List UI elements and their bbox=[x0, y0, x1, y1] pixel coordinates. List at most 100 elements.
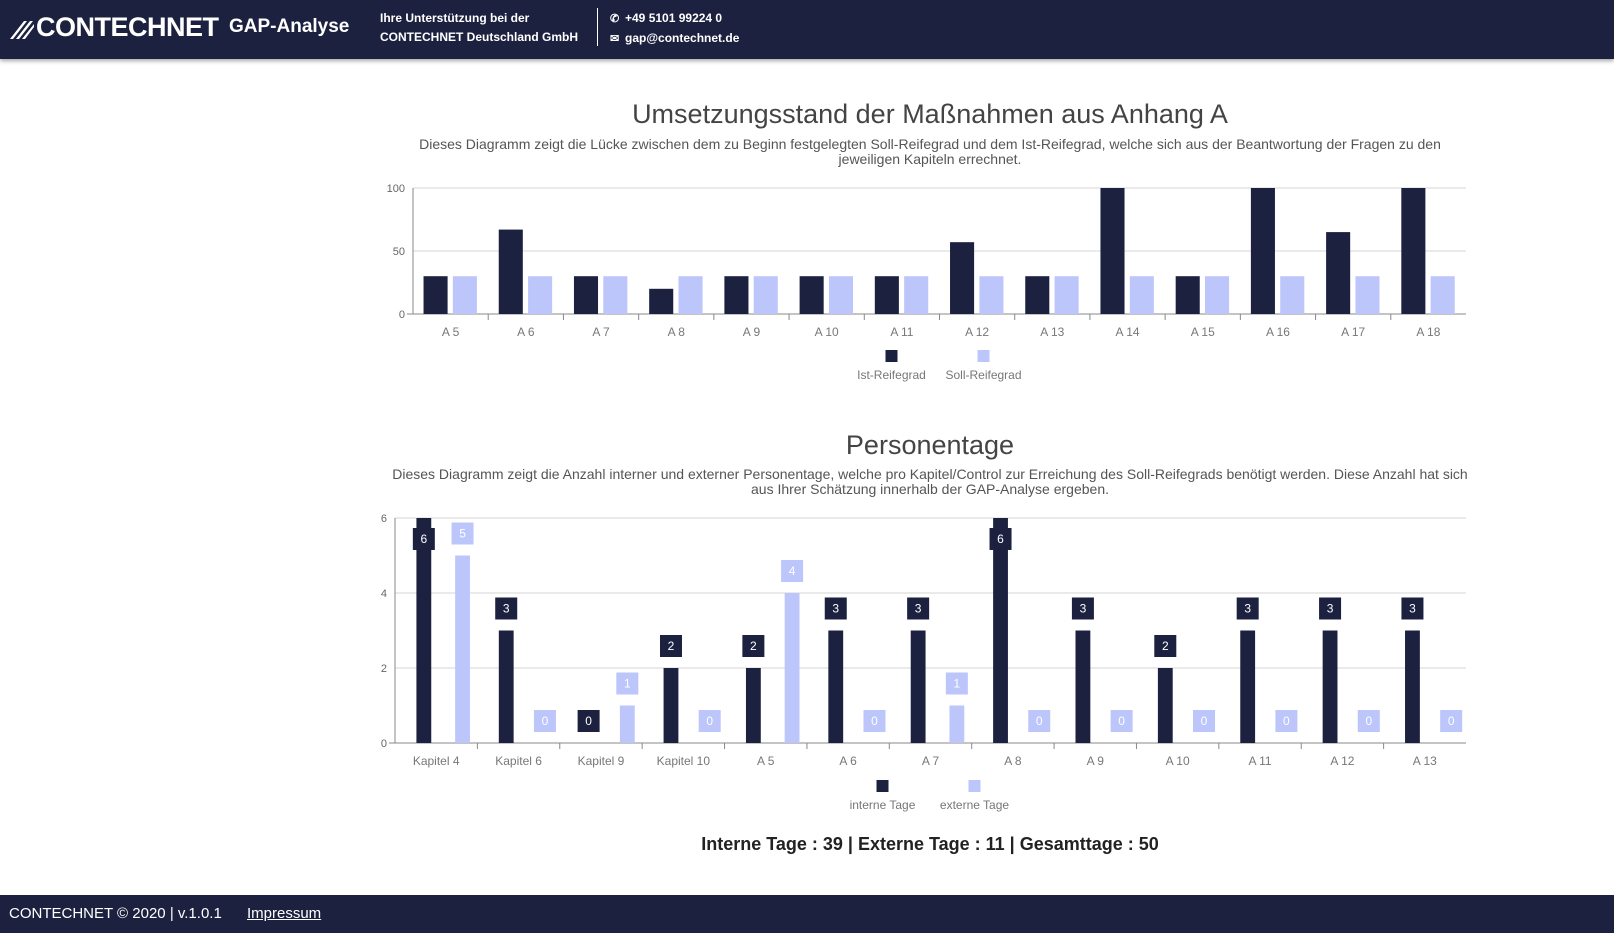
x-tick-label: Kapitel 4 bbox=[413, 754, 460, 768]
x-tick-label: Kapitel 9 bbox=[578, 754, 625, 768]
support-line-1: Ihre Unterstützung bei der bbox=[380, 11, 530, 25]
header: CONTECHNET GAP-Analyse Ihre Unterstützun… bbox=[0, 0, 1614, 59]
bar-soll bbox=[828, 276, 854, 314]
bar-ist bbox=[1250, 188, 1275, 314]
data-label-box bbox=[659, 635, 682, 657]
data-label-box bbox=[1193, 710, 1216, 732]
y-tick-label: 0 bbox=[381, 738, 387, 750]
impressum-link[interactable]: Impressum bbox=[247, 905, 322, 922]
data-label-box bbox=[863, 710, 886, 732]
support-text: Ihre Unterstützung bei der CONTECHNET De… bbox=[380, 9, 578, 47]
data-label: 2 bbox=[1162, 639, 1169, 653]
y-tick-label: 4 bbox=[381, 588, 387, 600]
bar-soll bbox=[619, 705, 635, 743]
y-tick-label: 2 bbox=[381, 663, 387, 675]
data-label: 0 bbox=[585, 714, 592, 728]
x-tick-label: A 9 bbox=[743, 325, 761, 339]
bar-ist bbox=[828, 630, 844, 743]
data-label: 0 bbox=[1448, 714, 1455, 728]
bar-soll bbox=[1355, 276, 1380, 314]
data-label: 6 bbox=[997, 532, 1004, 546]
bar-ist bbox=[874, 276, 899, 314]
x-tick-label: A 11 bbox=[890, 325, 913, 339]
data-label: 5 bbox=[459, 527, 466, 541]
x-tick-label: A 6 bbox=[517, 325, 535, 339]
x-tick-label: A 7 bbox=[922, 754, 940, 768]
data-label: 3 bbox=[1080, 602, 1087, 616]
bar-ist bbox=[1157, 668, 1173, 743]
x-tick-label: A 13 bbox=[1040, 325, 1064, 339]
email[interactable]: ✉ gap@contechnet.de bbox=[610, 29, 739, 49]
copyright: CONTECHNET © 2020 | v.1.0.1 bbox=[9, 905, 222, 922]
bar-ist bbox=[950, 242, 975, 314]
data-label: 3 bbox=[915, 602, 922, 616]
bar-soll bbox=[1430, 276, 1455, 314]
data-label-box bbox=[1110, 710, 1133, 732]
bar-ist bbox=[1240, 630, 1256, 743]
data-label-box bbox=[412, 528, 435, 550]
legend-swatch bbox=[968, 780, 981, 792]
bar-ist bbox=[745, 668, 761, 743]
bar-ist bbox=[724, 276, 749, 314]
bar-ist bbox=[993, 518, 1008, 743]
bar-ist bbox=[649, 288, 674, 314]
legend-label: interne Tage bbox=[850, 798, 916, 812]
legend-swatch bbox=[977, 350, 990, 362]
x-tick-label: A 10 bbox=[1166, 754, 1190, 768]
bar-soll bbox=[1280, 276, 1305, 314]
data-label: 0 bbox=[871, 714, 878, 728]
data-label-box bbox=[1440, 710, 1463, 732]
bar-soll bbox=[753, 276, 778, 314]
bar-soll bbox=[603, 276, 628, 314]
data-label-box bbox=[1357, 710, 1380, 732]
data-label-box bbox=[577, 710, 600, 732]
y-tick-label: 6 bbox=[381, 513, 387, 525]
bar-soll bbox=[1054, 276, 1079, 314]
x-tick-label: Kapitel 6 bbox=[495, 754, 542, 768]
data-label-box bbox=[781, 560, 804, 582]
legend-label: Ist-Reifegrad bbox=[857, 368, 926, 382]
envelope-icon: ✉ bbox=[610, 33, 620, 45]
data-label: 0 bbox=[542, 714, 549, 728]
data-label: 0 bbox=[1365, 714, 1372, 728]
bar-ist bbox=[498, 229, 523, 314]
data-label-box bbox=[1319, 597, 1342, 620]
x-tick-label: A 17 bbox=[1341, 325, 1365, 339]
bar-soll bbox=[904, 276, 929, 314]
data-label: 0 bbox=[1036, 714, 1043, 728]
data-label-box bbox=[1028, 710, 1051, 732]
y-tick-label: 0 bbox=[399, 309, 405, 321]
header-divider bbox=[597, 8, 598, 46]
bar-soll bbox=[455, 555, 470, 743]
data-label: 0 bbox=[1283, 714, 1290, 728]
logo[interactable]: CONTECHNET bbox=[10, 12, 219, 43]
app-title: GAP-Analyse bbox=[229, 16, 350, 37]
data-label: 1 bbox=[624, 677, 631, 691]
data-label-box bbox=[742, 635, 765, 657]
logo-text: CONTECHNET bbox=[36, 12, 219, 42]
data-label-box bbox=[989, 528, 1012, 550]
bar-ist bbox=[1175, 276, 1200, 314]
phone[interactable]: ✆ +49 5101 99224 0 bbox=[610, 9, 739, 29]
bar-ist bbox=[799, 276, 824, 314]
legend-swatch bbox=[885, 350, 898, 362]
data-label-box bbox=[616, 672, 639, 695]
bar-ist bbox=[573, 276, 599, 314]
bar-soll bbox=[528, 276, 553, 314]
email-address: gap@contechnet.de bbox=[625, 31, 740, 45]
y-tick-label: 100 bbox=[387, 183, 405, 195]
bar-ist bbox=[416, 518, 432, 743]
x-tick-label: A 18 bbox=[1416, 325, 1440, 339]
x-tick-label: A 5 bbox=[442, 325, 460, 339]
data-label: 0 bbox=[1201, 714, 1208, 728]
data-label-box bbox=[1154, 635, 1177, 657]
bar-soll bbox=[979, 276, 1004, 314]
data-label: 2 bbox=[750, 639, 757, 653]
data-label-box bbox=[1071, 597, 1094, 620]
data-label: 6 bbox=[420, 532, 427, 546]
bar-soll bbox=[949, 705, 965, 743]
phone-icon: ✆ bbox=[610, 13, 620, 25]
data-label-box bbox=[907, 597, 930, 620]
data-label-box bbox=[451, 522, 474, 545]
